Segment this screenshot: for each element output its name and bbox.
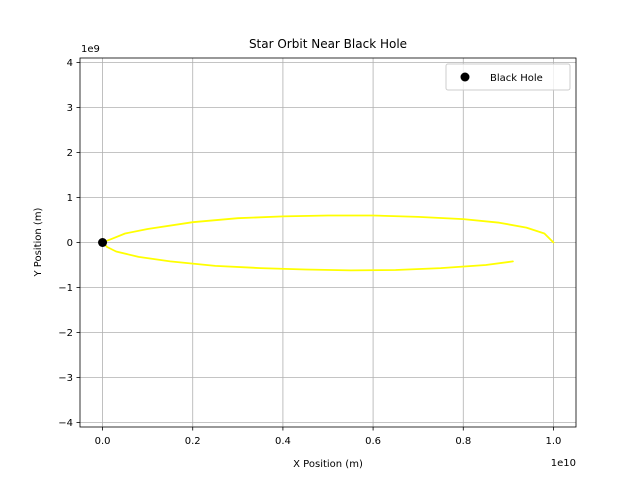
y-tick-label: −2 [58, 328, 73, 339]
x-tick-label: 0.2 [185, 436, 201, 447]
y-tick-label: −4 [58, 418, 73, 429]
y-tick-label: 1 [67, 193, 73, 204]
x-tick-label: 1.0 [546, 436, 562, 447]
orbit-line [103, 214, 555, 272]
legend-marker-black-hole [460, 72, 470, 82]
x-axis-label: X Position (m) [293, 459, 363, 470]
series-layer [98, 214, 555, 272]
x-tick-label: 0.4 [275, 436, 291, 447]
y-tick-label: −3 [58, 373, 73, 384]
y-axis-label: Y Position (m) [33, 207, 44, 277]
x-tick-label: 0.0 [95, 436, 111, 447]
chart-title: Star Orbit Near Black Hole [249, 37, 407, 51]
black-hole-point [98, 238, 108, 247]
legend-box [445, 63, 571, 91]
y-axis-exponent: 1e9 [81, 44, 100, 55]
legend-label-black-hole: Black Hole [490, 73, 543, 84]
y-tick-label: 2 [67, 148, 73, 159]
legend: Black Hole [445, 63, 571, 91]
y-axis-ticks: −4 −3 −2 −1 0 1 2 3 4 [58, 58, 80, 429]
y-tick-label: 4 [67, 58, 73, 69]
y-tick-label: 0 [67, 238, 73, 249]
y-tick-label: 3 [67, 103, 73, 114]
x-axis-exponent: 1e10 [551, 458, 576, 469]
y-tick-label: −1 [58, 283, 73, 294]
grid [80, 58, 576, 427]
x-axis-ticks: 0.0 0.2 0.4 0.6 0.8 1.0 [95, 427, 562, 447]
x-tick-label: 0.8 [455, 436, 471, 447]
x-tick-label: 0.6 [365, 436, 381, 447]
